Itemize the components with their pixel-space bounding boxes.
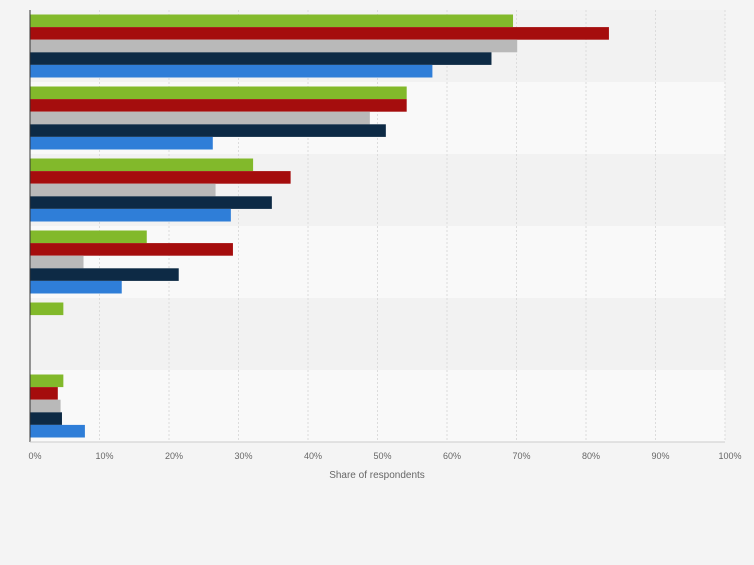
x-axis-title: Share of respondents bbox=[329, 470, 425, 481]
bar-cat1-series5 bbox=[30, 64, 433, 78]
axes bbox=[29, 10, 725, 443]
bar-cat6-series5 bbox=[30, 424, 85, 438]
x-tick-label: 70% bbox=[512, 451, 530, 461]
x-tick-label: 30% bbox=[234, 451, 252, 461]
x-tick-label: 40% bbox=[304, 451, 322, 461]
bar-cat6-series4 bbox=[30, 412, 62, 425]
bar-cat5-series1 bbox=[30, 302, 64, 316]
bar-cat4-series2 bbox=[30, 243, 233, 256]
bar-cat3-series1 bbox=[30, 158, 254, 172]
bar-cat1-series4 bbox=[30, 52, 492, 65]
x-tick-labels: 0% 10% 20% 30% 40% 50% 60% 70% 80% 90% 100% bbox=[28, 451, 741, 461]
x-tick-label: 20% bbox=[165, 451, 183, 461]
bar-cat1-series3 bbox=[30, 39, 518, 53]
bar-cat3-series3 bbox=[30, 183, 216, 197]
bar-cat2-series3 bbox=[30, 111, 370, 125]
bar-cat1-series2 bbox=[30, 27, 609, 40]
bar-cat4-series5 bbox=[30, 280, 122, 294]
x-tick-label: 90% bbox=[651, 451, 669, 461]
bar-cat2-series5 bbox=[30, 136, 213, 150]
bar-cat4-series4 bbox=[30, 268, 179, 281]
bar-cat3-series2 bbox=[30, 171, 291, 184]
gridlines bbox=[99, 10, 726, 442]
bar-cat2-series2 bbox=[30, 99, 407, 112]
x-tick-label: 100% bbox=[718, 451, 741, 461]
bar-cat4-series1 bbox=[30, 230, 147, 244]
x-tick-label: 50% bbox=[373, 451, 391, 461]
x-tick-label: 80% bbox=[582, 451, 600, 461]
bar-cat6-series3 bbox=[30, 399, 61, 413]
x-tick-label: 10% bbox=[95, 451, 113, 461]
bar-cat2-series1 bbox=[30, 86, 407, 100]
bar-cat3-series4 bbox=[30, 196, 272, 209]
bar-cat2-series4 bbox=[30, 124, 386, 137]
bars bbox=[30, 14, 609, 438]
bar-cat4-series3 bbox=[30, 255, 84, 269]
bar-cat1-series1 bbox=[30, 14, 514, 28]
x-tick-label: 0% bbox=[28, 451, 41, 461]
bar-cat6-series2 bbox=[30, 387, 58, 400]
bar-cat6-series1 bbox=[30, 374, 64, 388]
x-tick-label: 60% bbox=[443, 451, 461, 461]
bar-cat3-series5 bbox=[30, 208, 231, 222]
